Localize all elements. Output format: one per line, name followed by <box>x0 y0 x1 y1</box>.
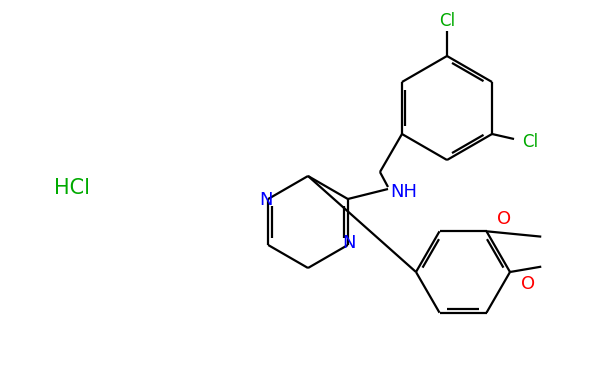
Text: NH: NH <box>390 183 417 201</box>
Text: O: O <box>521 275 535 293</box>
Text: Cl: Cl <box>522 133 538 151</box>
Text: N: N <box>260 191 273 209</box>
Text: HCl: HCl <box>54 178 90 198</box>
Text: N: N <box>342 234 356 252</box>
Text: O: O <box>497 210 512 228</box>
Text: Cl: Cl <box>439 12 455 30</box>
